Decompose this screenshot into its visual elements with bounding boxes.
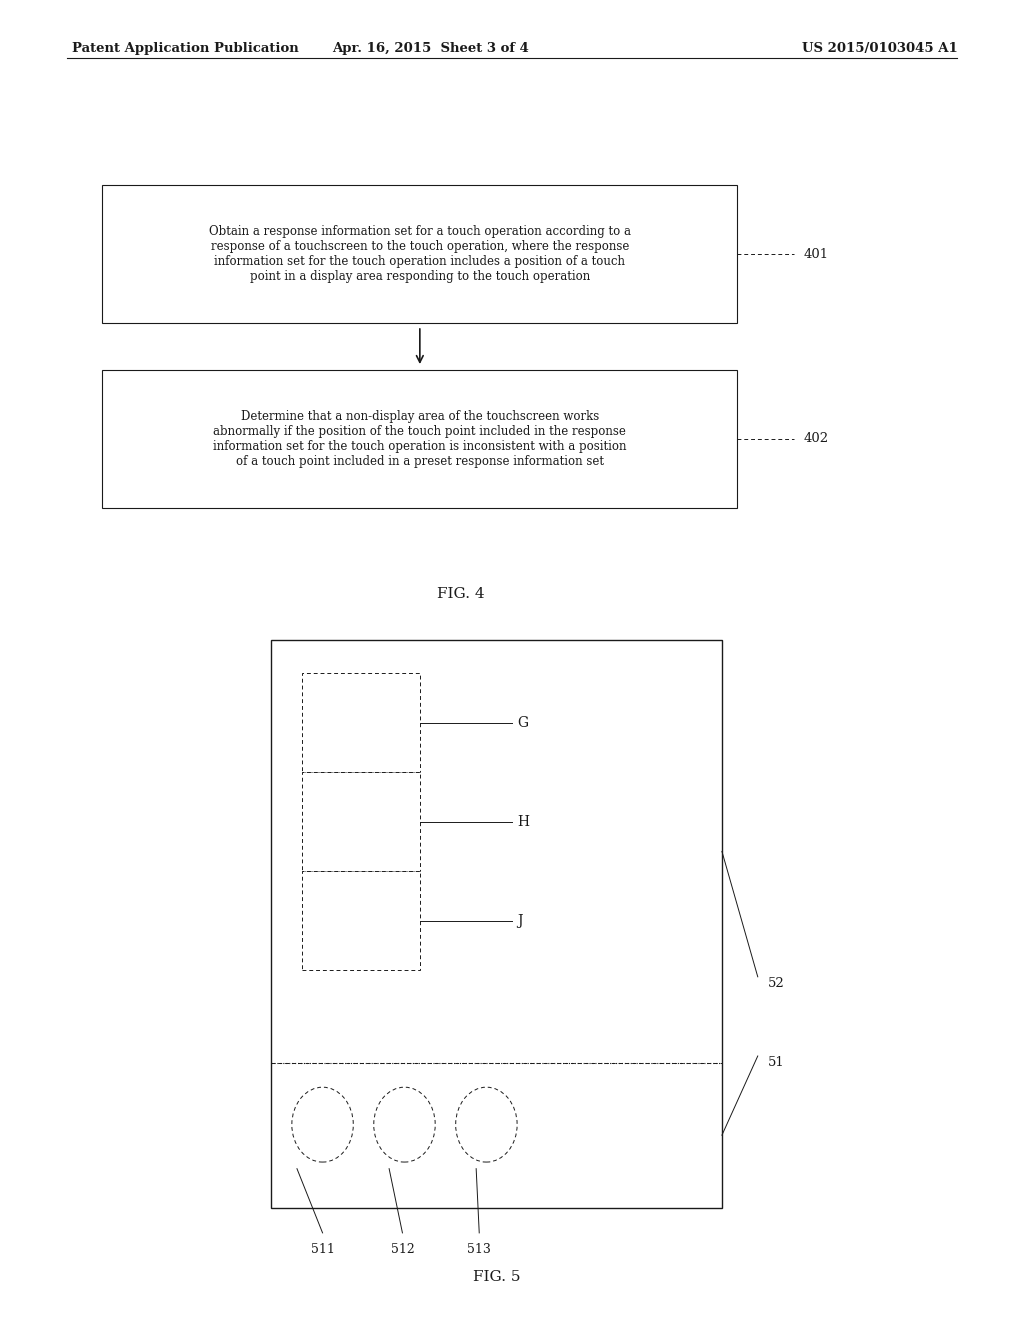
Text: Apr. 16, 2015  Sheet 3 of 4: Apr. 16, 2015 Sheet 3 of 4 (332, 42, 528, 55)
Text: J: J (517, 913, 522, 928)
Bar (102, 370, 737, 508)
Text: 52: 52 (768, 977, 784, 990)
Text: 511: 511 (310, 1243, 335, 1257)
Text: H: H (517, 814, 529, 829)
Bar (271, 640, 722, 1208)
Bar (302, 772, 420, 871)
Text: US 2015/0103045 A1: US 2015/0103045 A1 (802, 42, 957, 55)
Text: 512: 512 (390, 1243, 415, 1257)
Ellipse shape (456, 1088, 517, 1162)
Text: 402: 402 (804, 433, 829, 445)
Text: Obtain a response information set for a touch operation according to a
response : Obtain a response information set for a … (209, 226, 631, 282)
Text: G: G (517, 715, 528, 730)
Ellipse shape (292, 1088, 353, 1162)
Bar (302, 673, 420, 772)
Text: FIG. 5: FIG. 5 (473, 1270, 520, 1284)
Text: 51: 51 (768, 1056, 784, 1069)
Text: 513: 513 (467, 1243, 492, 1257)
Bar (271, 640, 722, 1063)
Text: Patent Application Publication: Patent Application Publication (72, 42, 298, 55)
Text: FIG. 4: FIG. 4 (437, 587, 484, 602)
Bar (302, 871, 420, 970)
Text: 401: 401 (804, 248, 829, 260)
Bar (102, 185, 737, 323)
Ellipse shape (374, 1088, 435, 1162)
Text: Determine that a non-display area of the touchscreen works
abnormally if the pos: Determine that a non-display area of the… (213, 411, 627, 467)
